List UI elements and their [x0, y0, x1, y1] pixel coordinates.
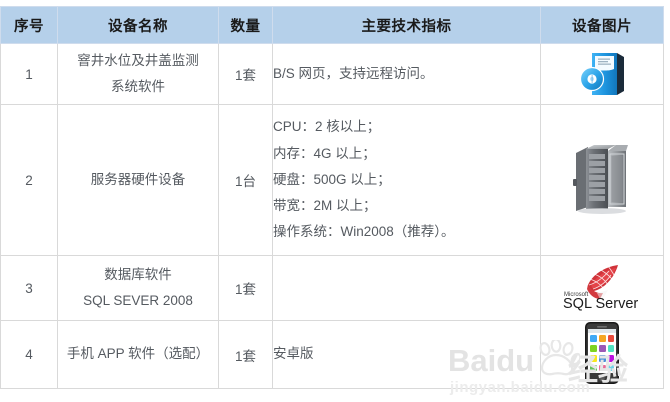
table-row: 4 手机 APP 软件（选配） 1套 安卓版	[0, 320, 664, 389]
table-body: 1 窨井水位及井盖监测 系统软件 1套 B/S 网页，支持远程访问。	[0, 43, 664, 389]
spec-line: B/S 网页，支持远程访问。	[273, 65, 434, 81]
column-header-img: 设备图片	[540, 6, 664, 44]
table-row: 1 窨井水位及井盖监测 系统软件 1套 B/S 网页，支持远程访问。	[0, 43, 664, 105]
device-name-line: 手机 APP 软件（选配）	[66, 346, 210, 362]
device-name-line: 服务器硬件设备	[90, 171, 186, 187]
column-header-spec: 主要技术指标	[272, 6, 541, 44]
equipment-configuration-table: 序号 设备名称 数量 主要技术指标 设备图片 1 窨井水位及井盖监测 系统软件 …	[0, 6, 664, 389]
sql-logo-brand: Microsoft	[564, 292, 589, 298]
quantity-cell: 1套	[218, 43, 273, 105]
spec-cell: B/S 网页，支持远程访问。	[272, 43, 541, 105]
spec-line: 操作系统：Win2008（推荐）。	[273, 224, 455, 240]
spec-cell: CPU：2 核以上； 内存：4G 以上； 硬盘：500G 以上； 带宽：2M 以…	[272, 104, 541, 256]
device-name-line: 系统软件	[111, 79, 165, 94]
column-header-qty: 数量	[218, 6, 273, 44]
sql-server-logo-icon: Microsoft SQL Server	[556, 263, 648, 314]
row-index-cell: 1	[0, 43, 58, 105]
smartphone-icon	[584, 321, 620, 388]
device-image-cell	[540, 104, 664, 256]
spec-line: CPU：2 核以上；	[273, 119, 381, 135]
spec-line: 安卓版	[273, 346, 314, 362]
column-header-name: 设备名称	[57, 6, 219, 44]
spec-line: 带宽：2M 以上；	[273, 198, 377, 214]
spec-line: 硬盘：500G 以上；	[273, 171, 391, 187]
table-row: 2 服务器硬件设备 1台 CPU：2 核以上； 内存：4G 以上； 硬盘：500…	[0, 104, 664, 256]
device-name-line: 窨井水位及井盖监测	[77, 52, 199, 68]
device-name-line: SQL SEVER 2008	[83, 293, 193, 308]
device-image-cell: Microsoft SQL Server	[540, 255, 664, 321]
table-header-row: 序号 设备名称 数量 主要技术指标 设备图片	[0, 6, 664, 44]
device-name-cell: 窨井水位及井盖监测 系统软件	[57, 43, 219, 105]
spec-cell	[272, 255, 541, 321]
table-row: 3 数据库软件 SQL SEVER 2008 1套	[0, 255, 664, 321]
column-header-no: 序号	[0, 6, 58, 44]
quantity-cell: 1套	[218, 255, 273, 321]
software-box-icon	[576, 50, 628, 99]
spec-line: 内存：4G 以上；	[273, 145, 376, 161]
device-name-cell: 服务器硬件设备	[57, 104, 219, 256]
device-name-cell: 手机 APP 软件（选配）	[57, 320, 219, 389]
row-index-cell: 3	[0, 255, 58, 321]
server-tower-icon	[570, 141, 634, 220]
quantity-cell: 1台	[218, 104, 273, 256]
device-image-cell	[540, 43, 664, 105]
row-index-cell: 2	[0, 104, 58, 256]
spec-cell: 安卓版	[272, 320, 541, 389]
device-image-cell	[540, 320, 664, 389]
device-name-line: 数据库软件	[104, 266, 172, 282]
quantity-cell: 1套	[218, 320, 273, 389]
table-header: 序号 设备名称 数量 主要技术指标 设备图片	[0, 6, 664, 44]
device-name-cell: 数据库软件 SQL SEVER 2008	[57, 255, 219, 321]
sql-logo-name: SQL Server	[563, 296, 638, 311]
row-index-cell: 4	[0, 320, 58, 389]
